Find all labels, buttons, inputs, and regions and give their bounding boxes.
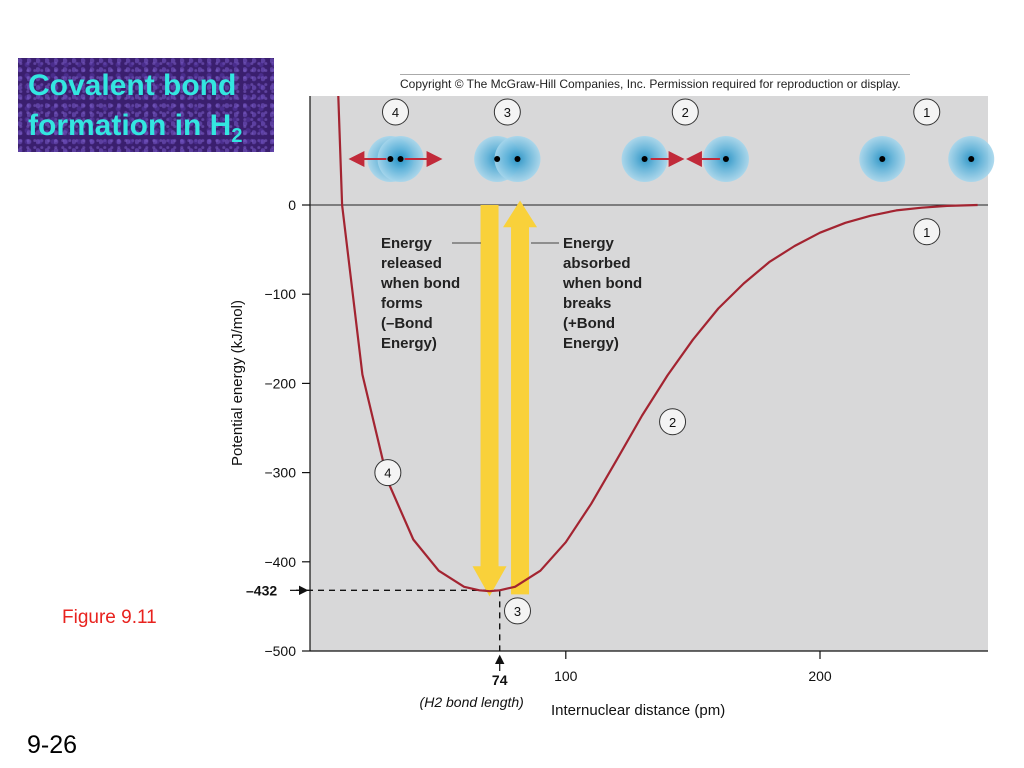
stage-marker-circle — [913, 218, 941, 246]
energy-released-text-line: (–Bond — [381, 315, 433, 332]
energy-absorbed-text-line: absorbed — [563, 255, 631, 272]
slide-number: 9-26 — [27, 731, 78, 759]
title-line-2: formation in H2 — [28, 106, 274, 149]
atom-nucleus — [397, 156, 404, 162]
stage-marker-label: 3 — [514, 604, 521, 619]
stage-marker-circle — [504, 597, 532, 625]
top-stage-circle — [671, 98, 699, 126]
top-stage-label: 2 — [682, 105, 689, 120]
energy-absorbed-arrow — [503, 200, 538, 595]
copyright-rule — [400, 74, 910, 75]
y-axis-label: Potential energy (kJ/mol) — [229, 300, 246, 466]
atom-nucleus — [514, 156, 521, 162]
energy-absorbed-text-line: when bond — [562, 275, 642, 292]
top-stage-circle — [913, 98, 941, 126]
top-stage-label: 1 — [923, 105, 930, 120]
atom-nucleus — [968, 156, 975, 162]
energy-released-arrow — [472, 205, 507, 597]
stage-markers: 1 2 3 4 — [374, 218, 941, 625]
slide-title: Covalent bond formation in H2 — [18, 58, 274, 152]
minimum-x-label: 74 — [492, 672, 508, 688]
energy-absorbed-text: Energy absorbed when bond breaks (+Bond Energ… — [562, 235, 642, 352]
stage-marker-circle — [659, 408, 687, 436]
title-line-2-text: formation in H — [28, 109, 232, 142]
y-tick-label: 0 — [288, 197, 296, 213]
minimum-x-note: (H2 bond length) — [420, 694, 524, 710]
title-line-1: Covalent bond — [28, 69, 237, 102]
minimum-y-label: –432 — [246, 582, 277, 598]
x-tick-label: 200 — [808, 668, 832, 684]
stage-marker-label: 4 — [384, 466, 391, 481]
atom-nucleus — [494, 156, 501, 162]
stage-marker-label: 1 — [923, 225, 930, 240]
energy-released-text-line: Energy — [381, 235, 433, 252]
energy-arrows — [472, 200, 538, 597]
title-subscript: 2 — [231, 125, 243, 147]
energy-absorbed-text-line: breaks — [563, 295, 611, 312]
stage-marker-label: 2 — [669, 415, 676, 430]
axes-layer: 0 −100 −200 −300 −400 −500 100 200 –432 74 (H2 bon… — [246, 96, 988, 710]
y-tick-label: −300 — [264, 465, 296, 481]
x-axis-label: Internuclear distance (pm) — [551, 702, 725, 719]
plot-background — [310, 96, 988, 651]
y-tick-label: −200 — [264, 375, 296, 391]
y-tick-label: −100 — [264, 286, 296, 302]
y-tick-label: −400 — [264, 554, 296, 570]
figure-label: Figure 9.11 — [62, 607, 157, 628]
atom-nucleus — [722, 156, 729, 162]
top-stage-label: 4 — [392, 105, 399, 120]
atom-nucleus — [387, 156, 394, 162]
energy-released-text-line: Energy) — [381, 335, 437, 352]
energy-absorbed-text-line: (+Bond — [563, 315, 615, 332]
energy-released-text-line: when bond — [380, 275, 460, 292]
energy-absorbed-text-line: Energy — [563, 235, 615, 252]
y-tick-label: −500 — [264, 643, 296, 659]
potential-energy-curve — [337, 95, 978, 593]
top-stage-circle — [493, 98, 521, 126]
energy-released-text-line: released — [381, 255, 442, 272]
atom-nucleus — [879, 156, 886, 162]
copyright-notice: Copyright © The McGraw-Hill Companies, I… — [400, 77, 901, 91]
top-stage-label: 3 — [504, 105, 511, 120]
atom-nucleus — [641, 156, 648, 162]
energy-absorbed-text-line: Energy) — [563, 335, 619, 352]
energy-released-text: Energy released when bond forms (–Bond Energy… — [380, 235, 460, 352]
annotations: Energy released when bond forms (–Bond Energy… — [380, 235, 642, 352]
top-stage-layer: 1 2 3 4 — [348, 98, 995, 182]
energy-released-text-line: forms — [381, 295, 423, 312]
top-stage-circle — [381, 98, 409, 126]
stage-marker-circle — [374, 459, 402, 487]
x-tick-label: 100 — [554, 668, 578, 684]
